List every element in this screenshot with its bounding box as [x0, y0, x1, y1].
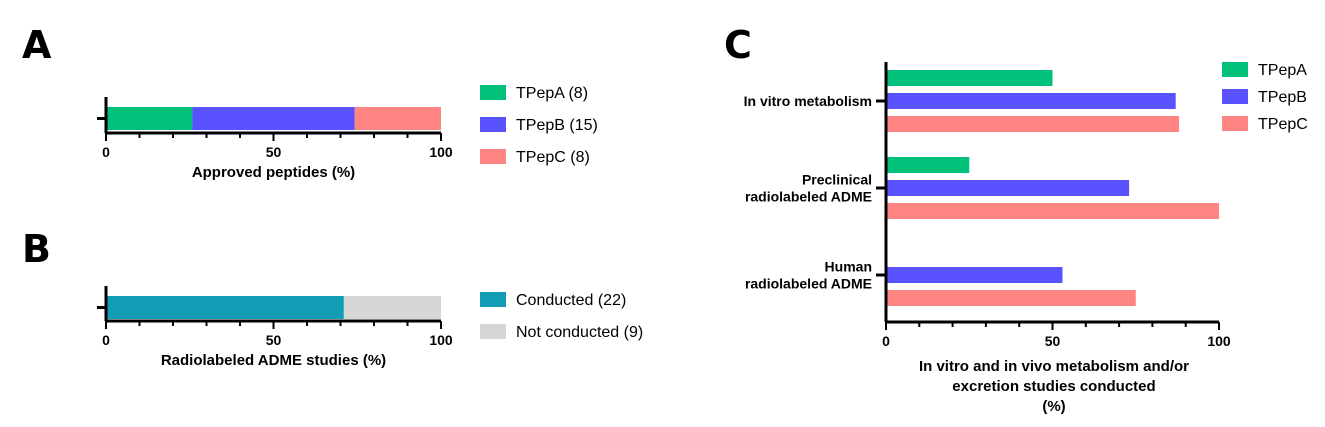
panel-c-bar-tpepa-2 [886, 157, 970, 173]
panel-c-bar-tpepc-2 [886, 203, 1219, 219]
panel-b-bar-not-conducted-9 [343, 296, 441, 319]
panel-a-legend-label-tpepc-8: TPepC (8) [516, 149, 590, 166]
panel-c-legend-swatch-tpepb [1222, 89, 1248, 104]
panel-a-legend-swatch-tpepa-8 [480, 85, 506, 100]
panel-c-x-axis-title: excretion studies conducted [952, 378, 1155, 395]
panel-c-x-axis-title: In vitro and in vivo metabolism and/or [919, 358, 1189, 375]
panel-a-x-tick-label: 0 [102, 144, 110, 160]
panel-c-bar-tpepc-3 [886, 290, 1136, 306]
panel-b-legend-label-not-conducted-9: Not conducted (9) [516, 324, 643, 341]
panel-c-bar-tpepb-1 [886, 93, 1176, 109]
panel-letter-b: B [22, 227, 51, 271]
panel-b-chart: 0 50 100 Radiolabeled ADME studies (%) Condu… [97, 286, 643, 369]
panel-c-x-tick-label: 50 [1045, 333, 1061, 349]
panel-a-x-axis-title: Approved peptides (%) [192, 164, 355, 181]
panel-a-bar-tpepb-15 [192, 107, 355, 130]
panel-a-legend-label-tpepa-8: TPepA (8) [516, 85, 588, 102]
panel-a-legend-swatch-tpepb-15 [480, 117, 506, 132]
panel-b-bar-conducted-22 [106, 296, 344, 319]
panel-letter-c: C [724, 23, 752, 67]
panel-b-x-tick-label: 100 [429, 332, 453, 348]
panel-a-x-tick-label: 50 [266, 144, 282, 160]
panel-c-legend-label-tpepc: TPepC [1258, 116, 1308, 133]
panel-b-legend-swatch-conducted-22 [480, 292, 506, 307]
panel-c-bar-tpepc-1 [886, 116, 1180, 132]
panel-b-x-tick-label: 50 [266, 332, 282, 348]
panel-c-category-label: radiolabeled ADME [745, 276, 872, 292]
panel-c-bar-tpepa-1 [886, 70, 1053, 86]
panel-a-x-tick-label: 100 [429, 144, 453, 160]
panel-b-x-tick-label: 0 [102, 332, 110, 348]
panel-c-x-axis-title: (%) [1042, 398, 1065, 415]
panel-a-bar-tpepa-8 [106, 107, 193, 130]
panel-b-x-axis-title: Radiolabeled ADME studies (%) [161, 352, 386, 369]
panel-a-legend-label-tpepb-15: TPepB (15) [516, 117, 598, 134]
panel-c-bar-tpepb-3 [886, 267, 1063, 283]
panel-c-bar-tpepb-2 [886, 180, 1130, 196]
panel-c-category-label: Human [825, 259, 872, 275]
panel-letter-a: A [22, 23, 52, 67]
panel-c-x-tick-label: 100 [1207, 333, 1231, 349]
panel-b-legend-label-conducted-22: Conducted (22) [516, 292, 626, 309]
panel-c-x-tick-label: 0 [882, 333, 890, 349]
panel-c-category-label: radiolabeled ADME [745, 189, 872, 205]
panel-a-chart: 0 50 100 Approved peptides (%) TPepA (8) TPep… [97, 85, 598, 181]
panel-c-legend-label-tpepa: TPepA [1258, 62, 1307, 79]
panel-c-category-label: Preclinical [802, 172, 872, 188]
panel-c-legend-swatch-tpepa [1222, 62, 1248, 77]
panel-c-legend-label-tpepb: TPepB [1258, 89, 1307, 106]
panel-c-chart: In vitro metabolismPreclinicalradiolabel… [744, 62, 1308, 415]
panel-a-bar-tpepc-8 [354, 107, 441, 130]
panel-a-legend-swatch-tpepc-8 [480, 149, 506, 164]
panel-c-category-label: In vitro metabolism [744, 93, 872, 109]
panel-c-legend-swatch-tpepc [1222, 116, 1248, 131]
panel-b-legend-swatch-not-conducted-9 [480, 324, 506, 339]
